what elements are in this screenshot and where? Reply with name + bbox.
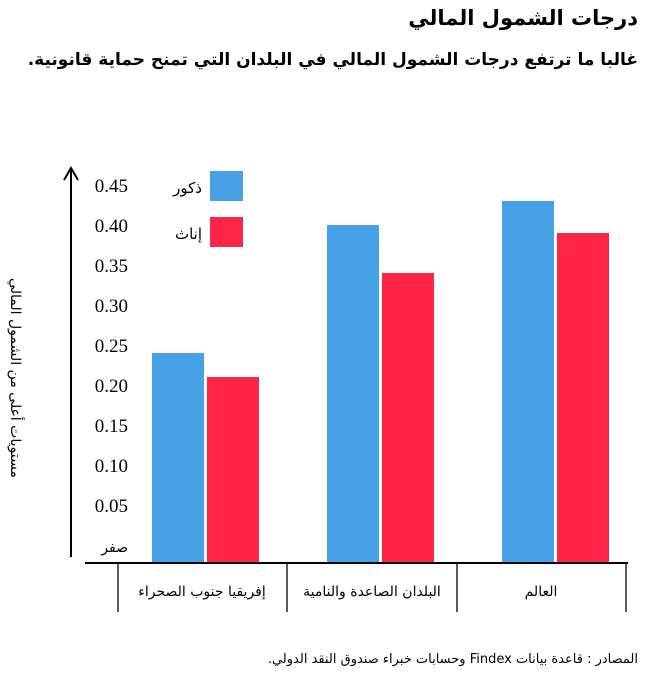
x-category-label: العالم <box>525 584 558 600</box>
legend-swatch-male <box>210 171 243 201</box>
bar-male <box>152 353 204 562</box>
bar-female <box>557 233 609 562</box>
bars-group <box>152 201 609 562</box>
y-tick-label: 0.30 <box>95 296 128 317</box>
y-tick-label: 0.20 <box>95 376 128 397</box>
bar-male <box>327 225 379 562</box>
x-category-label: إفريقيا جنوب الصحراء <box>138 584 266 600</box>
y-tick-label: 0.05 <box>95 496 128 517</box>
legend: ذكور إناث <box>172 171 243 247</box>
y-tick-label: 0.40 <box>95 216 128 237</box>
y-tick-label: صفر <box>100 540 128 556</box>
legend-swatch-female <box>210 217 243 247</box>
source-note: المصادر : قاعدة بيانات Findex وحسابات خب… <box>267 652 638 667</box>
y-tick-label: 0.10 <box>95 456 128 477</box>
y-tick-label: 0.25 <box>95 336 128 357</box>
y-tick-label: 0.35 <box>95 256 128 277</box>
y-tick-label: 0.45 <box>95 176 128 197</box>
chart-title: درجات الشمول المالي <box>408 6 638 30</box>
y-tick-label: 0.15 <box>95 416 128 437</box>
y-axis-arrow-icon <box>63 166 79 181</box>
legend-label-female: إناث <box>175 225 202 243</box>
y-tick-labels: صفر 0.05 0.10 0.15 0.20 0.25 0.30 0.35 0.40 0.45 <box>95 176 128 556</box>
chart-subtitle: غالبا ما ترتفع درجات الشمول المالي في ال… <box>27 50 638 70</box>
bar-male <box>502 201 554 562</box>
x-category-label: البلدان الصاعدة والنامية <box>303 584 441 600</box>
bar-female <box>382 273 434 562</box>
x-category-labels: إفريقيا جنوب الصحراء البلدان الصاعدة والن… <box>138 584 557 600</box>
legend-label-male: ذكور <box>172 179 202 197</box>
bar-female <box>207 377 259 562</box>
